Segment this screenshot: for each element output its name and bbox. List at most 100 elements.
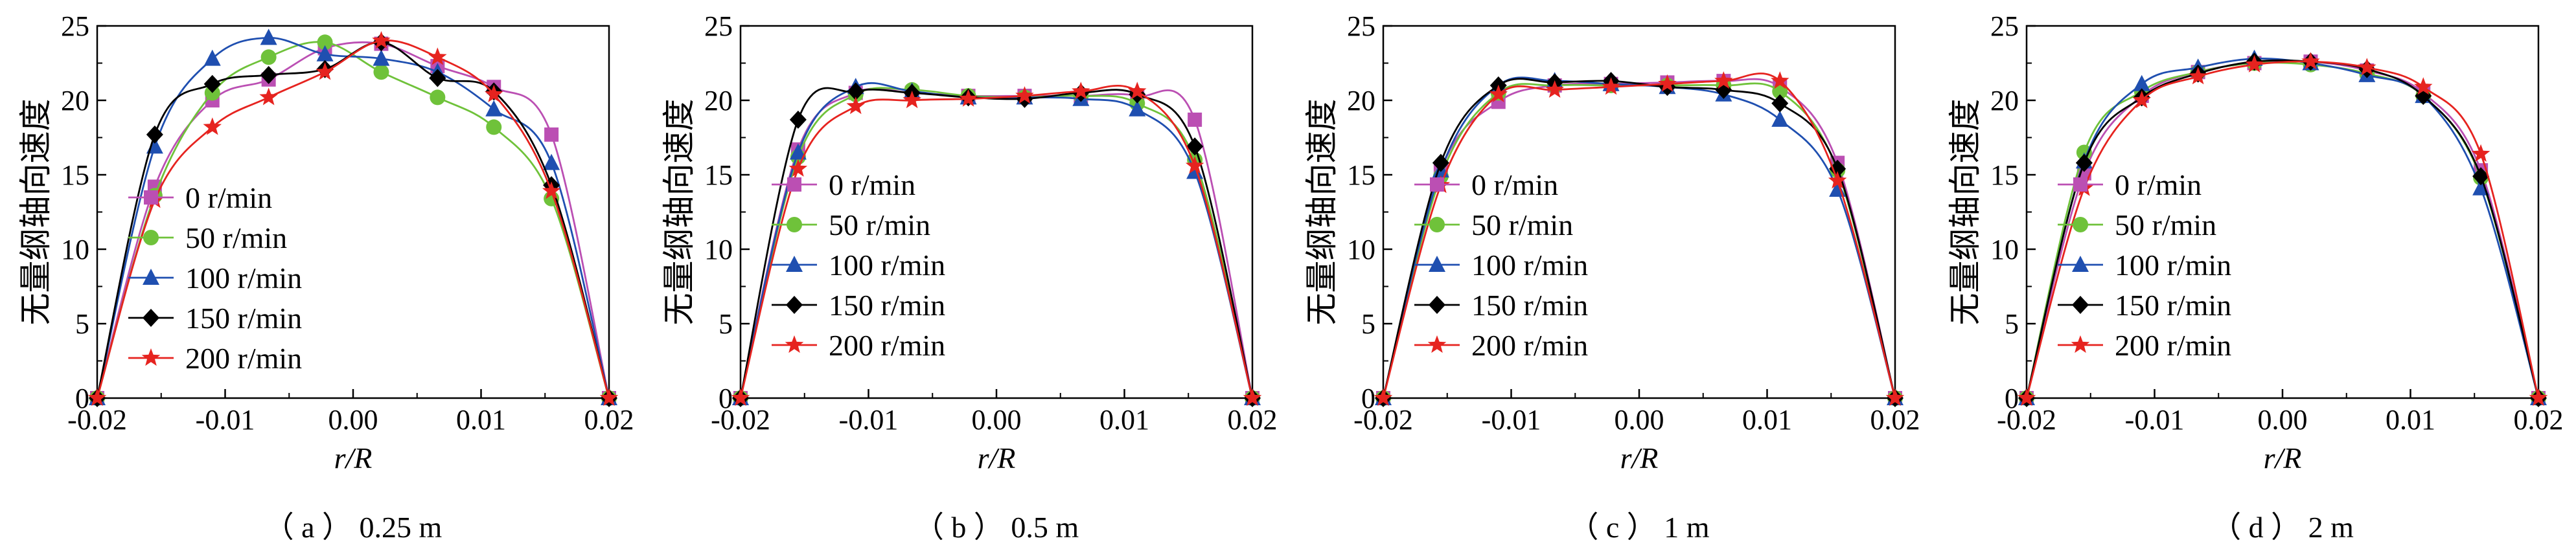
y-tick-label: 25 <box>61 10 89 42</box>
legend-marker <box>1429 296 1445 314</box>
y-tick-label: 20 <box>61 85 89 117</box>
y-tick-label: 0 <box>2005 383 2019 414</box>
data-point <box>789 143 807 160</box>
series-5 <box>731 82 1262 407</box>
y-tick-label: 20 <box>704 85 733 117</box>
legend-label: 100 r/min <box>829 249 945 282</box>
data-point <box>2414 77 2433 95</box>
data-point <box>2472 179 2490 195</box>
legend-item-2: 50 r/min <box>2058 208 2216 241</box>
data-point <box>1771 71 1789 89</box>
data-point <box>847 82 864 101</box>
data-point <box>485 100 503 117</box>
legend-label: 0 r/min <box>1471 168 1558 201</box>
legend-marker <box>141 348 161 366</box>
legend-label: 150 r/min <box>1471 289 1588 322</box>
legend-item-1: 0 r/min <box>772 168 915 201</box>
data-point <box>373 64 389 80</box>
data-point <box>1015 86 1034 104</box>
legend-label: 50 r/min <box>185 221 287 254</box>
legend-item-4: 150 r/min <box>1414 289 1588 322</box>
data-point <box>2075 153 2093 172</box>
series-2 <box>1375 78 1903 406</box>
data-point <box>260 28 277 45</box>
series-1 <box>1376 74 1902 405</box>
legend-item-3: 100 r/min <box>128 262 302 295</box>
x-tick-label: 0.00 <box>328 404 378 436</box>
series-2 <box>2019 55 2546 406</box>
series-3 <box>1375 72 1903 405</box>
x-tick-label: 0.02 <box>584 404 634 436</box>
series-2 <box>733 82 1260 406</box>
data-point <box>203 117 222 135</box>
y-axis-title: 无量纲轴向速度 <box>1304 99 1340 326</box>
x-axis-title: r/R <box>334 441 373 474</box>
data-point <box>2245 54 2264 73</box>
data-point <box>316 62 334 80</box>
data-point <box>2017 388 2036 407</box>
x-tick-label: 0.01 <box>2386 404 2435 436</box>
legend-item-1: 0 r/min <box>128 181 272 214</box>
data-point <box>1771 110 1789 127</box>
data-point <box>1771 94 1789 113</box>
x-tick-label: 0.00 <box>1615 404 1664 436</box>
y-tick-label: 10 <box>1990 234 2019 265</box>
legend-marker <box>787 177 801 192</box>
legend-marker <box>786 256 803 272</box>
series-line <box>1382 76 1896 399</box>
legend-label: 0 r/min <box>2115 168 2202 201</box>
data-point <box>1188 112 1202 127</box>
data-point <box>1185 156 1204 174</box>
data-point <box>260 49 277 65</box>
legend-item-5: 200 r/min <box>772 329 945 362</box>
data-point <box>2132 91 2151 109</box>
data-point <box>789 110 807 129</box>
data-point <box>2529 388 2548 407</box>
data-point <box>2472 167 2490 186</box>
data-point <box>203 49 221 66</box>
panel-caption: （ b ） 0.5 m <box>914 511 1079 544</box>
plot-frame <box>1382 25 1896 399</box>
series-line <box>96 39 610 399</box>
x-axis-title: r/R <box>978 441 1016 474</box>
data-point <box>146 125 163 144</box>
y-tick-label: 5 <box>2005 308 2019 340</box>
data-point <box>1072 82 1090 100</box>
legend-item-2: 50 r/min <box>128 221 287 254</box>
x-tick-label: -0.02 <box>711 404 770 436</box>
data-point <box>544 127 559 142</box>
series-3 <box>2018 49 2547 405</box>
series-4 <box>89 33 617 407</box>
data-point <box>1545 80 1564 98</box>
x-tick-label: -0.01 <box>196 404 255 436</box>
data-point <box>485 84 503 102</box>
y-tick-label: 0 <box>1361 383 1375 414</box>
y-tick-label: 25 <box>1990 10 2019 42</box>
series-line <box>2025 60 2540 399</box>
y-tick-label: 15 <box>1990 159 2019 191</box>
series-2 <box>89 34 617 406</box>
series-line <box>2025 61 2540 399</box>
legend-label: 200 r/min <box>185 342 302 375</box>
legend-label: 150 r/min <box>2115 289 2231 322</box>
series-line <box>2025 59 2540 399</box>
data-point <box>259 87 278 106</box>
x-tick-label: 0.02 <box>1870 404 1920 436</box>
legend-marker <box>2073 177 2087 192</box>
series-5 <box>87 31 619 407</box>
series-4 <box>2018 52 2547 407</box>
series-5 <box>1374 71 1905 407</box>
series-3 <box>89 28 617 405</box>
legend-marker <box>2072 296 2089 314</box>
series-line <box>96 41 610 399</box>
legend-marker <box>144 190 158 205</box>
x-tick-label: -0.01 <box>2125 404 2185 436</box>
data-point <box>87 388 107 407</box>
chart-panel-2: -0.02 -0.01 0.00 0.01 0.02 0 5 10 15 20 25 r/R 无量纲轴向… <box>661 10 1278 544</box>
legend-item-5: 200 r/min <box>1414 329 1588 362</box>
y-tick-label: 20 <box>1347 85 1375 117</box>
data-point <box>1186 162 1204 179</box>
data-point <box>542 181 561 199</box>
data-point <box>2301 52 2320 70</box>
